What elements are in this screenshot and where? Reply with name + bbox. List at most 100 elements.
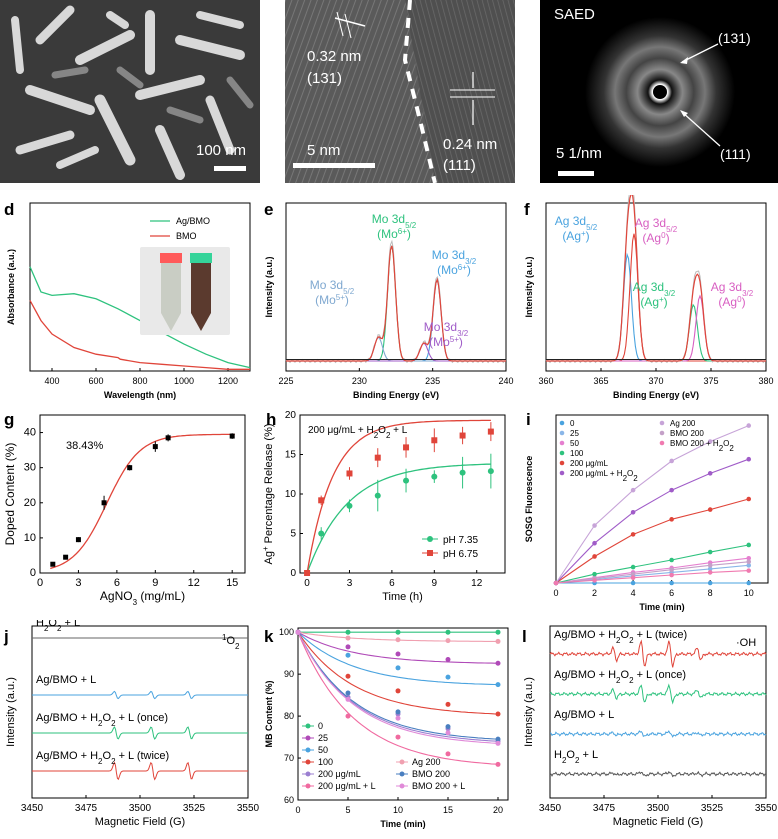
legend-label-6: Ag 200 <box>670 419 696 428</box>
y-axis-label: Intensity (a.u.) <box>523 677 535 747</box>
spectrum-2 <box>32 726 248 740</box>
data-point-6-3 <box>669 458 674 464</box>
data-point-1 <box>63 554 69 560</box>
y-tick-label-4: 100 <box>279 627 294 637</box>
x-tick-label-3: 6 <box>669 588 674 598</box>
x-axis-label: Magnetic Field (G) <box>95 816 185 828</box>
data-point-1-6 <box>459 432 466 439</box>
data-point-7 <box>229 433 235 439</box>
species-label: 1O2 <box>222 633 240 651</box>
data-point-5-2 <box>630 509 636 515</box>
fit-curve-2 <box>297 631 499 686</box>
chart-d: d 400 600 800 1000 1200 Wavelength (nm) Absorba… <box>0 195 260 405</box>
annotation-ox-2: (Mo5+) <box>315 293 349 308</box>
x-tick-label-0: 400 <box>44 376 59 386</box>
data-point-4-3 <box>669 517 674 522</box>
legend-swatch-0 <box>305 723 311 729</box>
x-axis-label: Magnetic Field (G) <box>613 816 703 828</box>
legend-label-BMO: BMO <box>176 231 197 241</box>
legend-swatch-1 <box>305 735 311 741</box>
series-line-4 <box>555 498 749 584</box>
data-point-2-1 <box>345 652 351 658</box>
data-point-7-5 <box>746 559 752 565</box>
x-tick-label-0: 3450 <box>21 803 44 814</box>
data-point-2-4 <box>495 682 501 688</box>
fit-curve-3 <box>297 631 499 715</box>
data-point-3-2 <box>395 688 401 694</box>
y-axis-label: MB Content (%) <box>264 681 274 748</box>
sem-image <box>0 0 260 183</box>
x-tick-label-2: 4 <box>631 588 636 598</box>
data-point-0-2 <box>346 502 353 509</box>
legend-label-3: 100 <box>318 757 333 767</box>
annotation-1: Ag 3d5/2 <box>635 216 678 234</box>
data-point-8-3 <box>445 730 451 736</box>
legend-label-pH 7.35: pH 7.35 <box>443 535 478 546</box>
data-point-6 <box>165 435 171 441</box>
saed-pattern <box>558 17 735 176</box>
data-point-5-1 <box>592 540 597 546</box>
y-tick-label-0: 0 <box>30 567 36 579</box>
x-tick-label-2: 6 <box>389 578 395 589</box>
spectrum-label-3: Ag/BMO + H2O2 + L (twice) <box>36 750 169 766</box>
y-tick-label-4: 20 <box>285 410 297 421</box>
x-tick-label-3: 3525 <box>701 803 724 814</box>
legend-swatch-2 <box>305 747 311 753</box>
data-point-3-1 <box>592 571 597 577</box>
annotation-ox-2: (Ag+) <box>640 295 667 310</box>
data-point-1-5 <box>431 437 438 444</box>
y-tick-label-2: 80 <box>284 711 294 721</box>
spectrum-2 <box>549 730 767 738</box>
fit-curve-5 <box>297 631 499 765</box>
data-point-0-3 <box>374 492 381 499</box>
panel-a: a 100 nm <box>0 0 260 183</box>
legend-swatch-4 <box>559 460 565 466</box>
data-point-0-2 <box>630 580 636 586</box>
data-point-0-5 <box>431 473 438 480</box>
x-tick-label-0: 0 <box>304 578 310 589</box>
x-tick-label-3: 240 <box>498 376 513 386</box>
x-tick-label-0: 0 <box>553 588 558 598</box>
y-tick-label-0: 60 <box>284 795 294 805</box>
panel-label-i: i <box>526 410 531 429</box>
legend-label-0: 0 <box>318 721 323 731</box>
x-tick-label-3: 15 <box>443 805 453 815</box>
annotation-ox-1: (Ag0) <box>642 231 669 246</box>
y-tick-label-0: 0 <box>290 568 296 579</box>
y-tick-label-2: 10 <box>285 489 297 500</box>
plot-frame <box>297 627 509 801</box>
data-point-3-2 <box>630 564 636 570</box>
x-tick-label-0: 0 <box>295 805 300 815</box>
annotation-3: Mo 3d3/2 <box>424 320 469 338</box>
x-tick-label-4: 20 <box>493 805 503 815</box>
x-axis-label: Time (min) <box>639 602 684 612</box>
data-point-3-5 <box>746 542 752 548</box>
legend-swatch-6 <box>659 420 665 426</box>
series-line-5 <box>555 458 749 584</box>
x-tick-label-1: 3475 <box>593 803 616 814</box>
d-spacing-2: 0.24 nm <box>443 136 498 153</box>
data-point-5-2 <box>395 734 401 740</box>
spectrum-0 <box>549 639 767 668</box>
legend-label-1: 25 <box>318 733 328 743</box>
fit-curve-pH 6.75 <box>306 419 491 574</box>
chart-h: h 0 3 6 9 12 Time (h) Ag+ Percentage Release (%… <box>258 405 518 615</box>
x-tick-label-1: 3 <box>347 578 353 589</box>
data-point-3-4 <box>495 711 501 717</box>
x-tick-label-2: 3500 <box>129 803 152 814</box>
x-tick-label-4: 1200 <box>218 376 238 386</box>
x-tick-label-1: 230 <box>352 376 367 386</box>
x-tick-label-2: 10 <box>393 805 403 815</box>
x-tick-label-2: 3500 <box>647 803 670 814</box>
data-point-0-7 <box>487 468 494 475</box>
legend-swatch-1 <box>559 430 565 436</box>
data-point-5-4 <box>495 761 501 767</box>
data-point-3-3 <box>445 701 451 707</box>
annotation-0: Mo 3d5/2 <box>372 212 417 230</box>
scalebar-label-a: 100 nm <box>196 142 247 159</box>
data-point-1-7 <box>487 428 494 435</box>
plot-frame <box>285 202 507 372</box>
chart-f: f 360 365 370 375 380 Binding Energy (eV) Inten… <box>518 185 778 405</box>
data-point-6-4 <box>495 638 501 644</box>
panel-label-g: g <box>4 410 14 429</box>
